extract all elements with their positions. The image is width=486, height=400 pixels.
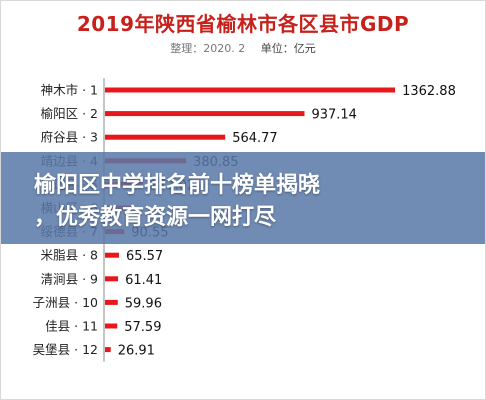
category-label: 佳县 · 11 xyxy=(45,319,98,334)
bar xyxy=(105,252,119,258)
category-label: 清涧县 · 9 xyxy=(41,271,98,286)
category-label: 吴堡县 · 12 xyxy=(33,342,98,357)
chart-title: 2019年陕西省榆林市各区县市GDP xyxy=(76,12,410,36)
category-label: 神木市 · 1 xyxy=(41,83,98,98)
bar xyxy=(105,134,226,140)
chart-meta: 整理：2020. 2 单位：亿元 xyxy=(0,40,486,56)
category-label: 子洲县 · 10 xyxy=(33,295,98,310)
data-label: 57.59 xyxy=(124,320,161,335)
data-label: 59.96 xyxy=(125,296,162,311)
bar xyxy=(105,323,118,329)
organizer-date: 整理：2020. 2 xyxy=(170,42,246,55)
headline-text: 榆阳区中学排名前十榜单揭晓 ，优秀教育资源一网打尽 xyxy=(34,170,464,234)
category-label: 米脂县 · 8 xyxy=(41,248,98,263)
bar xyxy=(105,299,118,305)
data-label: 1362.88 xyxy=(402,84,456,99)
headline-line-1: 榆阳区中学排名前十榜单揭晓 xyxy=(34,173,321,198)
data-label: 937.14 xyxy=(311,108,357,123)
headline-banner xyxy=(0,152,486,244)
category-label: 榆阳区 · 2 xyxy=(41,106,98,121)
category-label: 府谷县 · 3 xyxy=(41,130,98,145)
bar xyxy=(105,111,305,117)
headline-line-2: ，优秀教育资源一网打尽 xyxy=(34,205,277,230)
bar xyxy=(105,347,111,353)
data-label: 61.41 xyxy=(125,273,162,288)
data-label: 65.57 xyxy=(126,249,163,264)
data-label: 26.91 xyxy=(118,344,155,359)
data-label: 564.77 xyxy=(232,131,278,146)
unit-label: 单位：亿元 xyxy=(260,42,316,55)
bar xyxy=(105,276,119,282)
bar xyxy=(105,87,396,93)
